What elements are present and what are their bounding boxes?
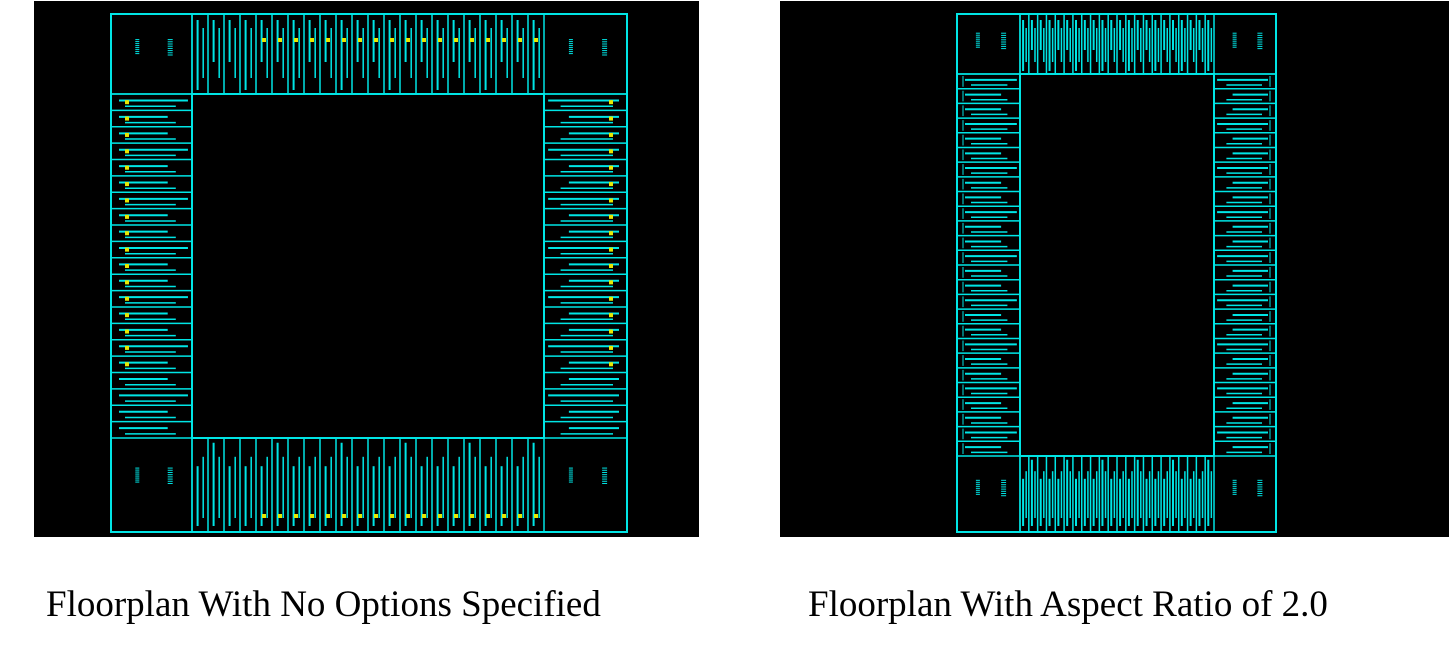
io-pin-marker-top <box>358 38 362 42</box>
io-pin-marker-top <box>454 38 458 42</box>
io-pin-marker-top <box>262 38 266 42</box>
io-pin-marker-left <box>125 116 129 121</box>
io-pin-marker-top <box>310 38 314 42</box>
io-pin-marker-top <box>470 38 474 42</box>
io-pin-marker-right <box>609 116 613 121</box>
io-pin-marker-top <box>278 38 282 42</box>
die-outline <box>110 13 628 533</box>
io-pin-marker-bottom <box>358 514 362 518</box>
floorplan-default-caption: Floorplan With No Options Specified <box>46 584 601 625</box>
io-pin-marker-right <box>609 165 613 170</box>
io-pin-marker-top <box>502 38 506 42</box>
io-pin-marker-left <box>125 149 129 154</box>
io-pin-marker-right <box>609 345 613 350</box>
io-pin-marker-bottom <box>438 514 442 518</box>
io-pin-marker-left <box>125 165 129 170</box>
io-pin-marker-top <box>438 38 442 42</box>
corner-cell-top-left <box>956 13 1021 75</box>
io-pin-marker-bottom <box>470 514 474 518</box>
io-pin-marker-right <box>609 100 613 105</box>
io-pin-marker-top <box>518 38 522 42</box>
io-pin-marker-top <box>294 38 298 42</box>
io-pin-marker-top <box>486 38 490 42</box>
io-pin-marker-left <box>125 231 129 236</box>
io-pin-marker-bottom <box>406 514 410 518</box>
io-pin-marker-left <box>125 280 129 285</box>
io-pin-marker-bottom <box>326 514 330 518</box>
io-pin-marker-top <box>374 38 378 42</box>
io-pin-marker-bottom <box>262 514 266 518</box>
io-pin-marker-bottom <box>390 514 394 518</box>
io-pin-marker-right <box>609 132 613 137</box>
io-pin-marker-right <box>609 182 613 187</box>
io-pin-marker-bottom <box>278 514 282 518</box>
io-pin-marker-top <box>534 38 538 42</box>
floorplan-default-panel <box>34 1 699 537</box>
io-pin-marker-right <box>609 214 613 219</box>
floorplan-aspect-ratio-caption: Floorplan With Aspect Ratio of 2.0 <box>808 584 1328 625</box>
io-pin-marker-right <box>609 280 613 285</box>
io-pin-marker-left <box>125 247 129 252</box>
io-pin-marker-right <box>609 231 613 236</box>
io-pin-marker-right <box>609 198 613 203</box>
corner-cell-bottom-left <box>110 437 193 533</box>
io-pin-marker-bottom <box>310 514 314 518</box>
corner-cell-top-right <box>543 13 628 95</box>
io-pin-marker-left <box>125 345 129 350</box>
io-pin-marker-left <box>125 313 129 318</box>
io-pin-marker-bottom <box>374 514 378 518</box>
io-pin-marker-right <box>609 296 613 301</box>
io-pin-marker-bottom <box>294 514 298 518</box>
corner-cell-bottom-right <box>543 437 628 533</box>
io-pin-marker-bottom <box>422 514 426 518</box>
io-pin-marker-top <box>390 38 394 42</box>
io-pin-marker-right <box>609 362 613 367</box>
io-pin-marker-right <box>609 264 613 268</box>
floorplan-aspect-ratio-panel <box>780 1 1449 537</box>
io-pin-marker-bottom <box>342 514 346 518</box>
io-pin-marker-left <box>125 214 129 219</box>
corner-cell-bottom-left <box>956 455 1021 533</box>
io-pin-marker-top <box>342 38 346 42</box>
io-pin-marker-bottom <box>518 514 522 518</box>
core-area <box>191 93 545 439</box>
corner-cell-top-right <box>1213 13 1277 75</box>
io-pin-marker-bottom <box>486 514 490 518</box>
io-pin-marker-top <box>326 38 330 42</box>
io-pin-marker-left <box>125 296 129 301</box>
io-pin-marker-right <box>609 247 613 252</box>
io-pin-marker-bottom <box>502 514 506 518</box>
io-pin-marker-left <box>125 362 129 367</box>
io-pin-marker-left <box>125 100 129 105</box>
io-pin-marker-bottom <box>534 514 538 518</box>
io-pin-marker-top <box>406 38 410 42</box>
io-pin-marker-left <box>125 264 129 268</box>
io-pin-marker-right <box>609 149 613 154</box>
corner-cell-top-left <box>110 13 193 95</box>
corner-cell-bottom-right <box>1213 455 1277 533</box>
io-pin-marker-right <box>609 329 613 334</box>
floorplan-default-layout <box>110 13 628 533</box>
die-outline <box>956 13 1277 533</box>
io-pin-marker-top <box>422 38 426 42</box>
io-pin-marker-left <box>125 132 129 137</box>
io-pin-marker-right <box>609 313 613 318</box>
floorplan-aspect-ratio-layout <box>956 13 1277 533</box>
core-area <box>1019 73 1215 457</box>
io-pin-marker-left <box>125 198 129 203</box>
io-pin-marker-left <box>125 182 129 187</box>
io-pin-marker-bottom <box>454 514 458 518</box>
io-pin-marker-left <box>125 329 129 334</box>
